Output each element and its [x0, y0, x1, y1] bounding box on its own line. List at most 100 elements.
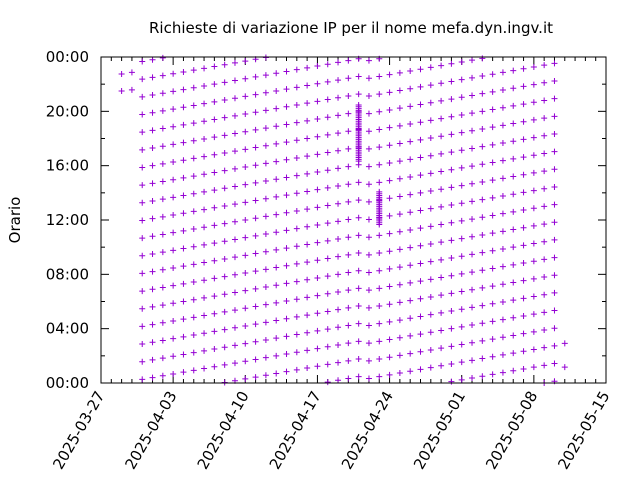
data-point: [159, 231, 166, 238]
data-point: [293, 119, 300, 126]
data-point: [139, 217, 146, 224]
data-point: [149, 56, 156, 63]
data-point: [170, 300, 177, 307]
data-point: [231, 130, 238, 137]
data-point: [469, 251, 476, 258]
data-point: [427, 82, 434, 89]
data-point: [262, 301, 269, 308]
data-point: [324, 343, 331, 350]
data-point: [335, 306, 342, 313]
data-point: [520, 348, 527, 355]
data-point: [479, 178, 486, 185]
data-point: [324, 290, 331, 297]
data-point: [211, 310, 218, 317]
data-point: [211, 134, 218, 141]
data-point: [489, 300, 496, 307]
data-point: [201, 206, 208, 213]
data-point: [314, 274, 321, 281]
chart-title: Richieste di variazione IP per il nome m…: [149, 19, 553, 37]
data-point: [407, 191, 414, 198]
data-point: [262, 319, 269, 326]
data-point: [180, 104, 187, 111]
data-point: [314, 257, 321, 264]
data-point: [293, 260, 300, 267]
data-point: [355, 73, 362, 80]
data-point: [510, 173, 517, 180]
data-point: [376, 303, 383, 310]
data-point: [345, 92, 352, 99]
data-point: [252, 179, 259, 186]
data-point: [530, 134, 537, 141]
data-point: [438, 274, 445, 281]
data-point: [304, 206, 311, 213]
data-point: [386, 71, 393, 78]
data-point: [386, 177, 393, 184]
data-point: [314, 204, 321, 211]
data-point: [293, 207, 300, 214]
data-point: [396, 211, 403, 218]
data-point: [355, 197, 362, 204]
data-point: [469, 180, 476, 187]
data-point: [211, 187, 218, 194]
data-point: [448, 113, 455, 120]
data-point: [376, 356, 383, 363]
data-point: [365, 75, 372, 82]
data-point: [376, 338, 383, 345]
data-point: [324, 131, 331, 138]
data-point: [201, 259, 208, 266]
data-point: [335, 377, 342, 384]
data-point: [386, 265, 393, 272]
data-point: [365, 269, 372, 276]
data-point: [520, 295, 527, 302]
data-point: [448, 272, 455, 279]
data-point: [242, 287, 249, 294]
data-point: [273, 211, 280, 218]
data-point: [149, 215, 156, 222]
data-point: [149, 145, 156, 152]
data-point: [376, 126, 383, 133]
data-point: [396, 175, 403, 182]
data-point: [170, 106, 177, 113]
data-point: [180, 86, 187, 93]
data-point: [479, 302, 486, 309]
data-point: [221, 202, 228, 209]
data-point: [324, 361, 331, 368]
data-point: [448, 149, 455, 156]
data-point: [211, 151, 218, 158]
data-point: [159, 143, 166, 150]
data-point: [283, 315, 290, 322]
data-point: [324, 237, 331, 244]
data-point: [448, 184, 455, 191]
data-point: [221, 167, 228, 174]
data-point: [242, 269, 249, 276]
data-point: [376, 91, 383, 98]
data-point: [365, 128, 372, 135]
data-point: [180, 139, 187, 146]
data-point: [293, 154, 300, 161]
data-point: [365, 357, 372, 364]
data-point: [427, 117, 434, 124]
data-point: [520, 312, 527, 319]
data-point: [479, 90, 486, 97]
data-point: [242, 181, 249, 188]
data-point: [293, 366, 300, 373]
data-point: [262, 266, 269, 273]
data-point: [190, 349, 197, 356]
data-point: [448, 255, 455, 262]
data-point: [510, 367, 517, 374]
data-point: [355, 285, 362, 292]
data-point: [170, 247, 177, 254]
data-point: [438, 256, 445, 263]
data-point: [427, 293, 434, 300]
data-point: [139, 129, 146, 136]
data-point: [314, 239, 321, 246]
data-point: [201, 100, 208, 107]
data-point: [479, 55, 486, 62]
data-point: [231, 165, 238, 172]
data-point: [335, 359, 342, 366]
data-point: [376, 179, 383, 186]
data-point: [510, 297, 517, 304]
data-point: [139, 358, 146, 365]
data-point: [386, 336, 393, 343]
